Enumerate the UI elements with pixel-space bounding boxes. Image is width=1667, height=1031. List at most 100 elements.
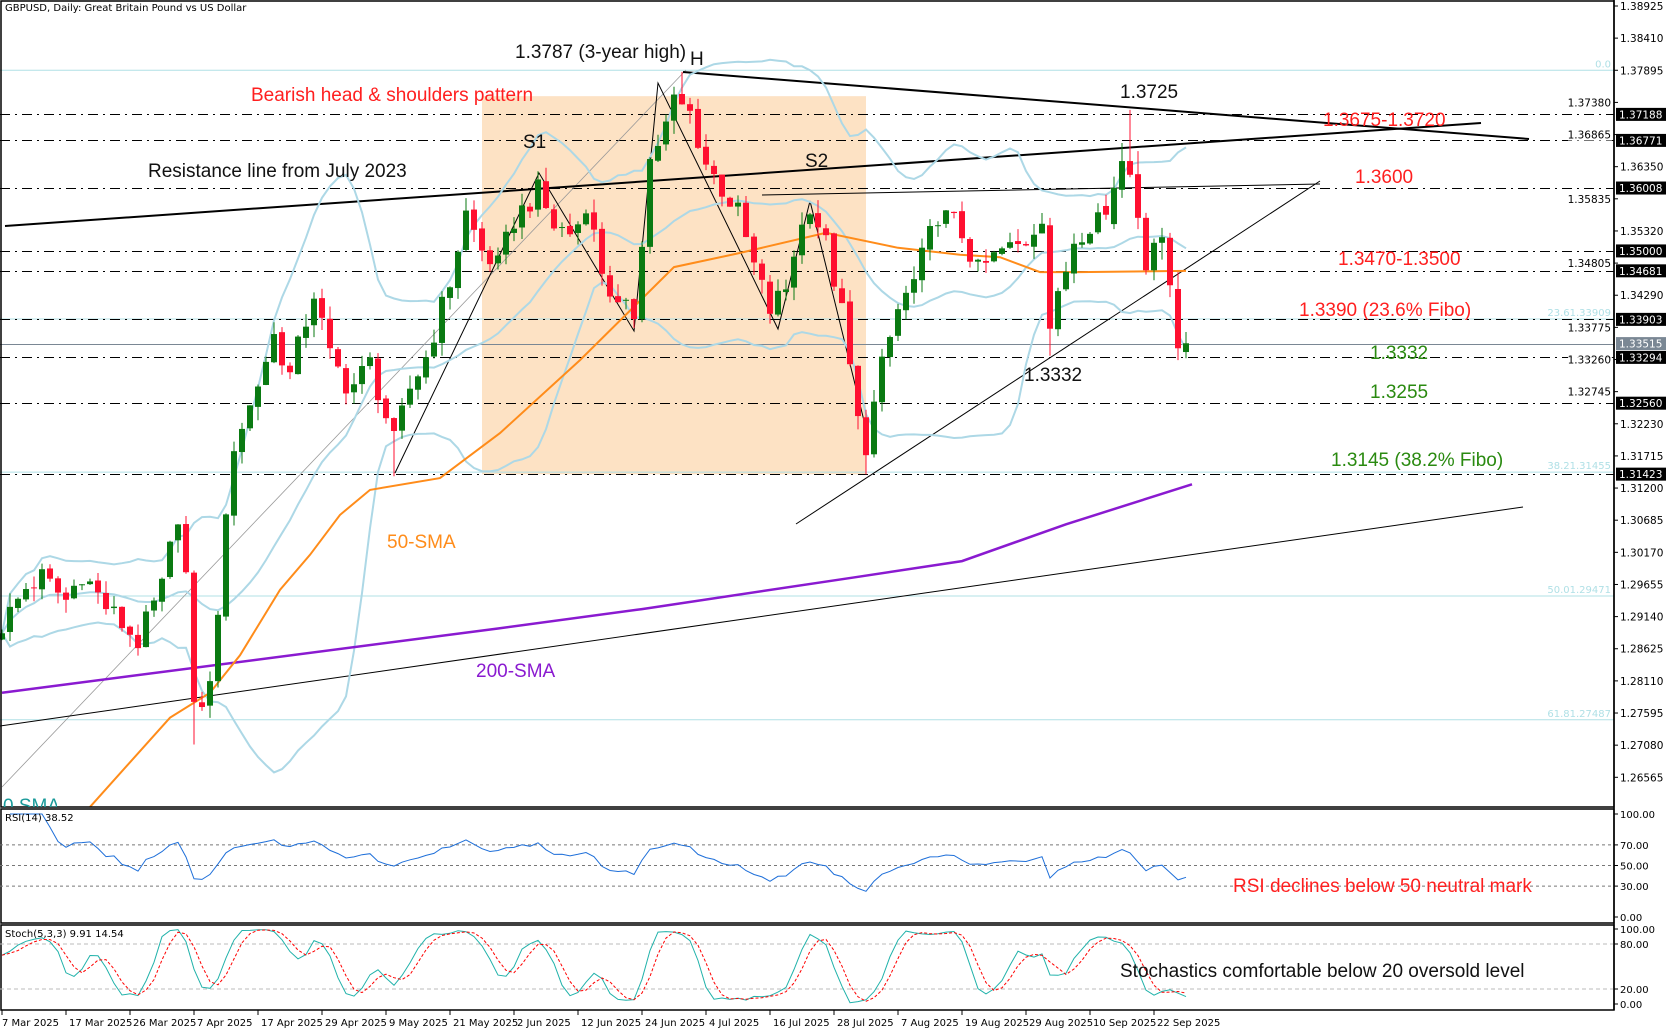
candle[interactable] xyxy=(15,597,21,613)
candle[interactable] xyxy=(863,409,869,475)
candle[interactable] xyxy=(1111,176,1117,230)
candle[interactable] xyxy=(1015,229,1021,253)
candle[interactable] xyxy=(255,384,261,421)
candle[interactable] xyxy=(935,221,941,237)
rsi-line[interactable] xyxy=(10,813,1187,892)
candle[interactable] xyxy=(1047,217,1053,356)
candle[interactable] xyxy=(967,237,973,268)
candle[interactable] xyxy=(663,114,669,151)
candle[interactable] xyxy=(263,356,269,386)
stoch-signal-line[interactable] xyxy=(1,929,1187,1002)
candle[interactable] xyxy=(303,314,309,348)
candle[interactable] xyxy=(0,629,5,641)
candle[interactable] xyxy=(367,352,373,370)
candle[interactable] xyxy=(287,362,293,380)
candle[interactable] xyxy=(7,593,13,641)
candle[interactable] xyxy=(543,167,549,209)
candle[interactable] xyxy=(815,200,821,239)
candle[interactable] xyxy=(1087,231,1093,245)
candle[interactable] xyxy=(1119,142,1125,198)
candle[interactable] xyxy=(831,232,837,292)
candle[interactable] xyxy=(751,233,757,275)
candle[interactable] xyxy=(535,171,541,217)
candle[interactable] xyxy=(743,195,749,238)
candle[interactable] xyxy=(399,397,405,439)
candle[interactable] xyxy=(767,274,773,324)
candle[interactable] xyxy=(1183,332,1189,359)
candle[interactable] xyxy=(199,691,205,711)
candle[interactable] xyxy=(159,577,165,612)
candle[interactable] xyxy=(143,604,149,648)
candle[interactable] xyxy=(39,563,45,600)
candle[interactable] xyxy=(311,292,317,338)
fibo-diagonal-line[interactable] xyxy=(1,69,687,788)
candle[interactable] xyxy=(487,246,493,272)
candle[interactable] xyxy=(719,174,725,207)
sma200-line[interactable] xyxy=(1,483,1193,694)
candle[interactable] xyxy=(495,247,501,270)
candle[interactable] xyxy=(63,587,69,613)
candle[interactable] xyxy=(439,291,445,356)
candle[interactable] xyxy=(1151,238,1157,281)
candle[interactable] xyxy=(839,278,845,304)
candle[interactable] xyxy=(927,219,933,261)
candle[interactable] xyxy=(71,579,77,600)
candle[interactable] xyxy=(191,570,197,745)
candle[interactable] xyxy=(999,246,1005,256)
candle[interactable] xyxy=(983,249,989,274)
candle[interactable] xyxy=(231,441,237,526)
candle[interactable] xyxy=(319,288,325,331)
candle[interactable] xyxy=(623,297,629,310)
candle[interactable] xyxy=(47,564,53,582)
candle[interactable] xyxy=(1071,233,1077,284)
candle[interactable] xyxy=(1143,212,1149,275)
candle[interactable] xyxy=(727,196,733,207)
candle[interactable] xyxy=(103,581,109,615)
candle[interactable] xyxy=(79,584,85,591)
candle[interactable] xyxy=(759,259,765,294)
candle[interactable] xyxy=(631,298,637,329)
candle[interactable] xyxy=(1039,213,1045,234)
candle[interactable] xyxy=(1031,223,1037,259)
candle[interactable] xyxy=(1055,287,1061,337)
stoch-main-line[interactable] xyxy=(1,929,1187,1004)
candle[interactable] xyxy=(271,322,277,364)
candle[interactable] xyxy=(551,204,557,231)
candle[interactable] xyxy=(151,597,157,617)
candle[interactable] xyxy=(31,576,37,602)
candle[interactable] xyxy=(511,217,517,242)
candle[interactable] xyxy=(1175,272,1181,361)
candle[interactable] xyxy=(279,327,285,375)
candle[interactable] xyxy=(599,222,605,286)
candle[interactable] xyxy=(559,222,565,237)
candle[interactable] xyxy=(791,250,797,301)
candle[interactable] xyxy=(639,241,645,323)
candle[interactable] xyxy=(359,355,365,394)
candle[interactable] xyxy=(223,513,229,621)
candle[interactable] xyxy=(903,285,909,320)
candle[interactable] xyxy=(671,86,677,134)
candle[interactable] xyxy=(407,375,413,409)
candle[interactable] xyxy=(87,578,93,586)
candle[interactable] xyxy=(655,134,661,163)
candle[interactable] xyxy=(615,284,621,303)
candle[interactable] xyxy=(351,373,357,404)
candle[interactable] xyxy=(871,390,877,458)
candle[interactable] xyxy=(567,213,573,237)
candle[interactable] xyxy=(527,203,533,218)
candle[interactable] xyxy=(431,329,437,359)
candle[interactable] xyxy=(55,576,61,604)
candle[interactable] xyxy=(695,98,701,150)
candle[interactable] xyxy=(1135,151,1141,230)
candle[interactable] xyxy=(463,198,469,252)
candle[interactable] xyxy=(943,210,949,228)
candle[interactable] xyxy=(1159,227,1165,260)
candle[interactable] xyxy=(703,134,709,171)
candle[interactable] xyxy=(775,279,781,317)
candle[interactable] xyxy=(415,374,421,400)
candle[interactable] xyxy=(295,335,301,375)
date-axis[interactable]: 7 Mar 2025 17 Mar 2025 26 Mar 2025 7 Apr 20… xyxy=(1,1010,1220,1029)
candle[interactable] xyxy=(1023,241,1029,247)
candle[interactable] xyxy=(391,417,397,477)
